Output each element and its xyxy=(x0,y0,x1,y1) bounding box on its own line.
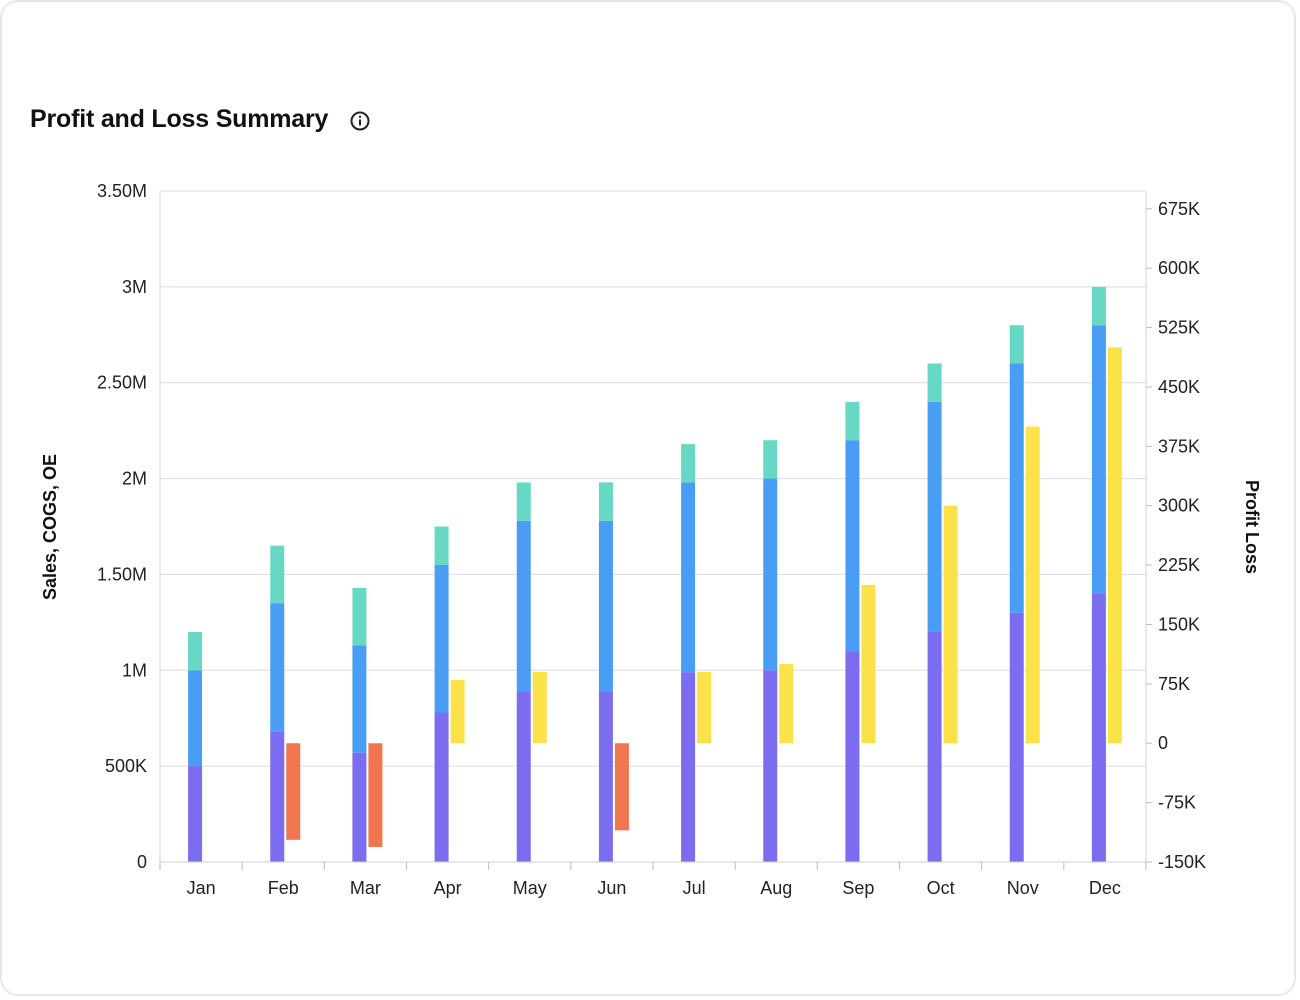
right-tick-label: -75K xyxy=(1158,793,1196,813)
profit-loss-bar xyxy=(450,679,465,744)
stack-bar-segment xyxy=(270,545,285,604)
right-tick-label: 0 xyxy=(1158,733,1168,753)
x-tick-label: Jan xyxy=(187,878,216,898)
right-tick-label: 225K xyxy=(1158,555,1200,575)
axes: 0 500K 1M 1.50M 2M 2.50M 3M 3.50M -150K -75K 0 75K 1… xyxy=(97,181,1206,898)
stack-bar-segment xyxy=(1009,363,1024,613)
right-tick-label: 375K xyxy=(1158,436,1200,456)
stack-bar-segment xyxy=(352,645,367,753)
right-tick-label: 525K xyxy=(1158,318,1200,338)
profit-loss-bar xyxy=(1107,347,1122,744)
right-tick-label: 75K xyxy=(1158,674,1190,694)
stack-bar-segment xyxy=(434,564,449,713)
profit-loss-bar xyxy=(614,743,629,831)
x-tick-label: May xyxy=(513,878,547,898)
right-tick-label: 675K xyxy=(1158,199,1200,219)
stack-bar-segment xyxy=(188,766,203,862)
left-tick-label: 500K xyxy=(105,756,147,776)
x-tick-label: Nov xyxy=(1007,878,1039,898)
stack-bar-segment xyxy=(927,363,942,402)
stack-bar-segment xyxy=(270,731,285,862)
stack-bar-segment xyxy=(845,651,860,862)
left-tick-label: 3.50M xyxy=(97,181,147,201)
stack-bar-segment xyxy=(598,691,613,862)
stack-bar-segment xyxy=(516,482,531,521)
x-tick-label: Dec xyxy=(1089,878,1121,898)
left-tick-label: 3M xyxy=(122,277,147,297)
stack-bar-segment xyxy=(681,672,696,862)
stack-bar-segment xyxy=(352,752,367,862)
left-tick-label: 2.50M xyxy=(97,373,147,393)
x-tick-label: Feb xyxy=(268,878,299,898)
stack-bar-segment xyxy=(598,520,613,692)
right-tick-label: 300K xyxy=(1158,496,1200,516)
stack-bar-segment xyxy=(1091,286,1106,326)
stack-bar-segment xyxy=(763,670,778,862)
stack-bar-segment xyxy=(188,631,203,671)
right-tick-label: 450K xyxy=(1158,377,1200,397)
x-tick-label: Apr xyxy=(434,878,462,898)
profit-loss-bar xyxy=(286,743,301,840)
x-tick-label: Mar xyxy=(350,878,381,898)
stack-bar-segment xyxy=(763,478,778,671)
stack-bar-segment xyxy=(598,482,613,521)
profit-loss-bar xyxy=(368,743,383,847)
stack-bar-segment xyxy=(681,444,696,483)
right-tick-label: 150K xyxy=(1158,614,1200,634)
profit-loss-bar xyxy=(1025,426,1040,744)
stack-bar-segment xyxy=(352,587,367,646)
stack-bar-segment xyxy=(1091,593,1106,862)
stack-bar-segment xyxy=(927,631,942,862)
left-tick-label: 2M xyxy=(122,469,147,489)
stack-bar-segment xyxy=(516,520,531,692)
left-tick-label: 1M xyxy=(122,660,147,680)
x-tick-label: Oct xyxy=(927,878,955,898)
stack-bar-segment xyxy=(188,670,203,767)
left-axis-title: Sales, COGS, OE xyxy=(40,454,60,600)
x-tick-label: Jun xyxy=(597,878,626,898)
stack-bar-segment xyxy=(845,440,860,652)
bar-group xyxy=(188,286,1122,862)
stack-bar-segment xyxy=(1009,325,1024,364)
profit-loss-bar xyxy=(861,584,876,744)
stack-bar-segment xyxy=(434,712,449,862)
left-tick-label: 1.50M xyxy=(97,564,147,584)
stack-bar-segment xyxy=(434,526,449,565)
right-tick-label: -150K xyxy=(1158,852,1206,872)
info-circle-icon[interactable] xyxy=(349,110,371,132)
profit-loss-bar xyxy=(779,664,794,744)
profit-loss-bar xyxy=(532,671,547,744)
stack-bar-segment xyxy=(1091,325,1106,594)
profit-loss-bar xyxy=(943,505,958,744)
x-tick-label: Aug xyxy=(760,878,792,898)
stack-bar-segment xyxy=(1009,612,1024,862)
right-axis-title: Profit Loss xyxy=(1242,480,1262,574)
stack-bar-segment xyxy=(270,603,285,732)
right-tick-label: 600K xyxy=(1158,258,1200,278)
x-tick-label: Sep xyxy=(842,878,874,898)
x-tick-label: Jul xyxy=(683,878,706,898)
grid-lines xyxy=(160,190,1146,863)
profit-loss-bar xyxy=(697,671,712,744)
card-title: Profit and Loss Summary xyxy=(30,105,329,133)
stack-bar-segment xyxy=(763,440,778,479)
left-tick-label: 0 xyxy=(137,852,147,872)
stack-bar-segment xyxy=(516,691,531,862)
stack-bar-segment xyxy=(845,401,860,441)
stack-bar-segment xyxy=(927,401,942,632)
stack-bar-segment xyxy=(681,482,696,673)
